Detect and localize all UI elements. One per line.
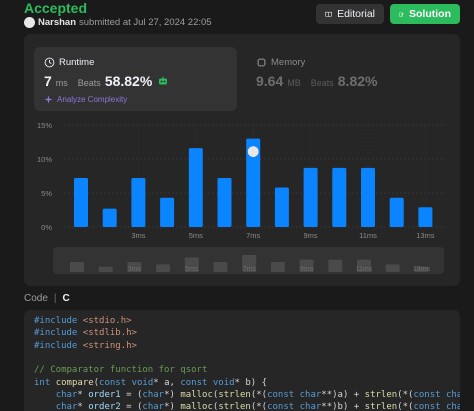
x-tick-label: 11ms: [359, 231, 377, 240]
runtime-metric: 7 ms Beats 58.82%: [44, 73, 168, 89]
x-tick-label: 7ms: [246, 231, 260, 240]
chart-bar: [217, 178, 232, 227]
submission-info: Narshan submitted at Jul 27, 2024 22:05: [24, 17, 212, 28]
code-line: [34, 353, 39, 363]
code-label: Code: [24, 293, 48, 304]
y-tick-label: 5%: [41, 189, 52, 198]
user-position-marker: [246, 145, 260, 159]
code-block[interactable]: #include <stdio.h> #include <stdlib.h> #in…: [24, 310, 460, 411]
overview-bar: [328, 259, 343, 272]
memory-beats-label: Beats: [310, 78, 334, 88]
runtime-distribution-chart[interactable]: 15% 10% 5% 0% 3ms 5ms 7ms 9ms 11ms 13ms 3ms 5ms 7ms 9…: [0, 0, 474, 290]
runtime-unit: ms: [55, 78, 68, 88]
code-line: #include <string.h>: [34, 340, 137, 351]
overview-bar: [184, 257, 199, 272]
x-tick-label: 5ms: [189, 231, 203, 240]
y-tick-label: 0%: [41, 223, 52, 232]
chart-bar: [102, 208, 117, 227]
overview-tick-label: 7ms: [243, 266, 257, 273]
overview-tick-label: 13ms: [413, 266, 431, 273]
code-separator: |: [53, 293, 57, 304]
analyze-complexity-label: Analyze Complexity: [57, 95, 128, 104]
overview-tick-label: 5ms: [185, 266, 199, 273]
analyze-complexity-link[interactable]: Analyze Complexity: [44, 95, 127, 104]
overview-bar: [98, 266, 113, 272]
runtime-beats-label: Beats: [77, 78, 101, 88]
runtime-beats-pct: 58.82%: [104, 73, 153, 89]
edit-icon: [399, 12, 404, 17]
chip-icon: [256, 57, 267, 68]
overview-tick-label: 3ms: [128, 266, 142, 273]
code-line: #include <stdio.h>: [34, 316, 132, 326]
overview-tick-label: 11ms: [356, 266, 373, 273]
overview-bar: [414, 266, 429, 272]
chart-bar: [246, 138, 261, 227]
memory-title[interactable]: Memory: [256, 57, 305, 68]
overview-bar: [242, 255, 257, 272]
editorial-button[interactable]: Editorial: [316, 4, 384, 24]
chart-bar: [74, 178, 88, 227]
x-tick-label: 9ms: [304, 231, 318, 240]
username[interactable]: Narshan: [38, 17, 77, 28]
chart-bar: [361, 167, 375, 227]
runtime-card[interactable]: [34, 47, 237, 111]
overview-bar: [156, 264, 171, 272]
overview-bar: [357, 259, 371, 272]
code-header: Code | C: [24, 293, 70, 304]
chart-bar: [303, 167, 318, 227]
memory-unit: MB: [287, 78, 301, 88]
chart-bar: [131, 178, 146, 227]
chart-bar: [188, 148, 203, 227]
memory-metric: 9.64 MB Beats 8.82%: [256, 73, 377, 89]
clock-icon: [44, 57, 55, 68]
solution-button[interactable]: Solution: [390, 4, 460, 24]
x-tick-label: 13ms: [416, 231, 435, 240]
code-language: C: [62, 293, 70, 304]
sparkle-icon: [44, 95, 53, 104]
runtime-title: Runtime: [44, 57, 94, 68]
avatar[interactable]: [24, 17, 35, 28]
x-tick-label: 3ms: [131, 231, 145, 240]
chart-bar: [274, 187, 289, 227]
memory-beats-pct: 8.82%: [337, 73, 378, 89]
overview-bar: [299, 259, 314, 272]
code-line: int compare(const void* a, const void* b…: [34, 377, 268, 388]
code-line: char* order1 = (char*) malloc(strlen(*(c…: [55, 389, 460, 400]
runtime-title-label: Runtime: [59, 57, 95, 68]
code-line: char* order2 = (char*) malloc(strlen(*(c…: [55, 402, 460, 411]
memory-value: 9.64: [256, 73, 284, 89]
code-line: #include <stdlib.h>: [34, 328, 137, 339]
overview-bar: [70, 262, 84, 272]
overview-bar: [213, 262, 228, 272]
code-line: // Comparator function for qsort: [34, 365, 208, 376]
overview-bar: [385, 264, 400, 272]
runtime-value: 7: [44, 73, 52, 89]
chart-bar: [389, 197, 404, 227]
chart-bar: [332, 167, 347, 227]
status-accepted: Accepted: [24, 0, 88, 16]
overview-tick-label: 9ms: [300, 266, 314, 273]
chart-bar: [418, 207, 433, 227]
y-tick-label: 15%: [37, 121, 52, 130]
chart-bar: [160, 197, 175, 227]
submission-time: submitted at Jul 27, 2024 22:05: [79, 17, 212, 28]
overview-bar: [127, 262, 142, 272]
overview-bar: [270, 262, 285, 272]
memory-title-label: Memory: [271, 57, 306, 68]
y-tick-label: 10%: [37, 155, 52, 164]
robot-icon: [159, 76, 168, 85]
solution-label: Solution: [409, 8, 451, 20]
book-icon: [325, 11, 332, 17]
editorial-label: Editorial: [337, 8, 375, 20]
